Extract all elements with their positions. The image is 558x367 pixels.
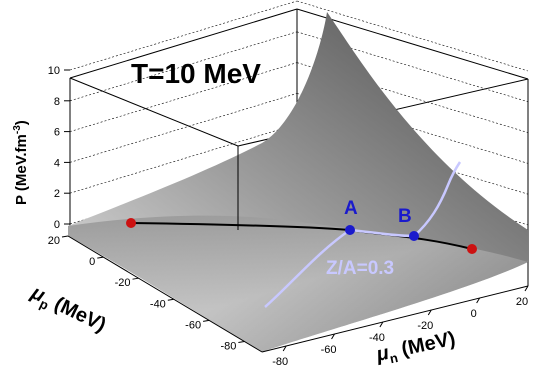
- y-tick-3: [132, 277, 139, 280]
- z-grid-left-2: [69, 93, 298, 163]
- point-b-label: B: [398, 206, 412, 227]
- za-curve: [264, 161, 462, 308]
- y-tick-label-5: 20: [48, 235, 60, 247]
- z-grid-left-3: [69, 62, 298, 132]
- point-a-label: A: [344, 198, 358, 219]
- base-axes: [67, 235, 529, 353]
- y-axis-label: μp (MeV): [26, 281, 110, 339]
- y-axis-label-unit: (MeV): [46, 290, 110, 336]
- x-tick-label-2: -40: [369, 332, 385, 344]
- x-tick-2: [379, 321, 384, 328]
- y-tick-0: [238, 340, 245, 343]
- z-tick-label-1: 2: [54, 188, 60, 200]
- z-grid-left-1: [69, 123, 298, 194]
- z-tick-label-4: 8: [54, 96, 60, 108]
- frame-top-left: [69, 8, 298, 79]
- chart-title: T=10 MeV: [131, 58, 261, 89]
- surface: [68, 12, 528, 352]
- point-b: [409, 231, 419, 241]
- z-tick-label-3: 6: [54, 127, 60, 139]
- x-axis-label-sub: n: [388, 350, 399, 366]
- z-grid-left-4: [69, 31, 298, 102]
- y-tick-label-1: -60: [185, 319, 201, 331]
- x-axis-label: μn (MeV): [373, 328, 457, 367]
- x-tick-4: [476, 297, 481, 304]
- y-tick-4: [97, 256, 104, 259]
- x-tick-label-5: 20: [516, 296, 528, 308]
- y-tick-label-2: -40: [150, 298, 166, 310]
- x-tick-label-1: -60: [321, 344, 337, 356]
- y-tick-1: [203, 319, 210, 322]
- z-axis-label: P (MeV.fm-3): [12, 120, 30, 205]
- point-a: [345, 225, 355, 235]
- z-axis-label-sup: -3: [12, 125, 23, 134]
- surface-shading: [68, 215, 528, 352]
- curve-label: Z/A=0.3: [326, 258, 394, 279]
- frame-top-right: [296, 8, 529, 80]
- x-axis-ticks: -80 -60 -40 -20 0 20: [272, 285, 529, 367]
- x-tick-label-3: -20: [417, 320, 433, 332]
- y-tick-label-4: 0: [89, 256, 95, 268]
- red-point-right: [467, 244, 477, 254]
- z-axis-label-main: P (MeV.fm: [13, 134, 30, 205]
- x-axis-line: [261, 285, 529, 353]
- frame-top-front-left: [69, 77, 239, 147]
- x-axis-label-unit: (MeV): [394, 328, 457, 362]
- x-tick-5: [524, 285, 529, 292]
- y-axis-ticks: -80 -60 -40 -20 0 20: [48, 235, 245, 352]
- y-tick-label-3: -20: [115, 277, 131, 289]
- z-tick-label-0: 0: [54, 219, 60, 231]
- x-tick-label-4: 0: [471, 308, 477, 320]
- x-axis-label-mu: μ: [373, 342, 390, 366]
- x-tick-1: [331, 333, 335, 340]
- y-tick-label-0: -80: [220, 340, 236, 352]
- z-axis-ticks: 0 2 4 6 8 10: [48, 65, 70, 231]
- z-axis-label-close: ): [13, 120, 30, 125]
- y-tick-2: [167, 298, 174, 301]
- z-tick-label-5: 10: [48, 65, 60, 77]
- z-grid-right-5: [296, 0, 529, 72]
- z-grid-left-5: [69, 0, 298, 71]
- y-axis-line: [67, 235, 263, 353]
- x-tick-3: [427, 309, 432, 316]
- x-tick-label-0: -80: [272, 356, 288, 367]
- red-point-left: [126, 218, 136, 228]
- x-tick-0: [282, 345, 287, 352]
- z-tick-label-2: 4: [54, 157, 60, 169]
- black-path: [130, 222, 473, 250]
- y-tick-5: [61, 235, 69, 238]
